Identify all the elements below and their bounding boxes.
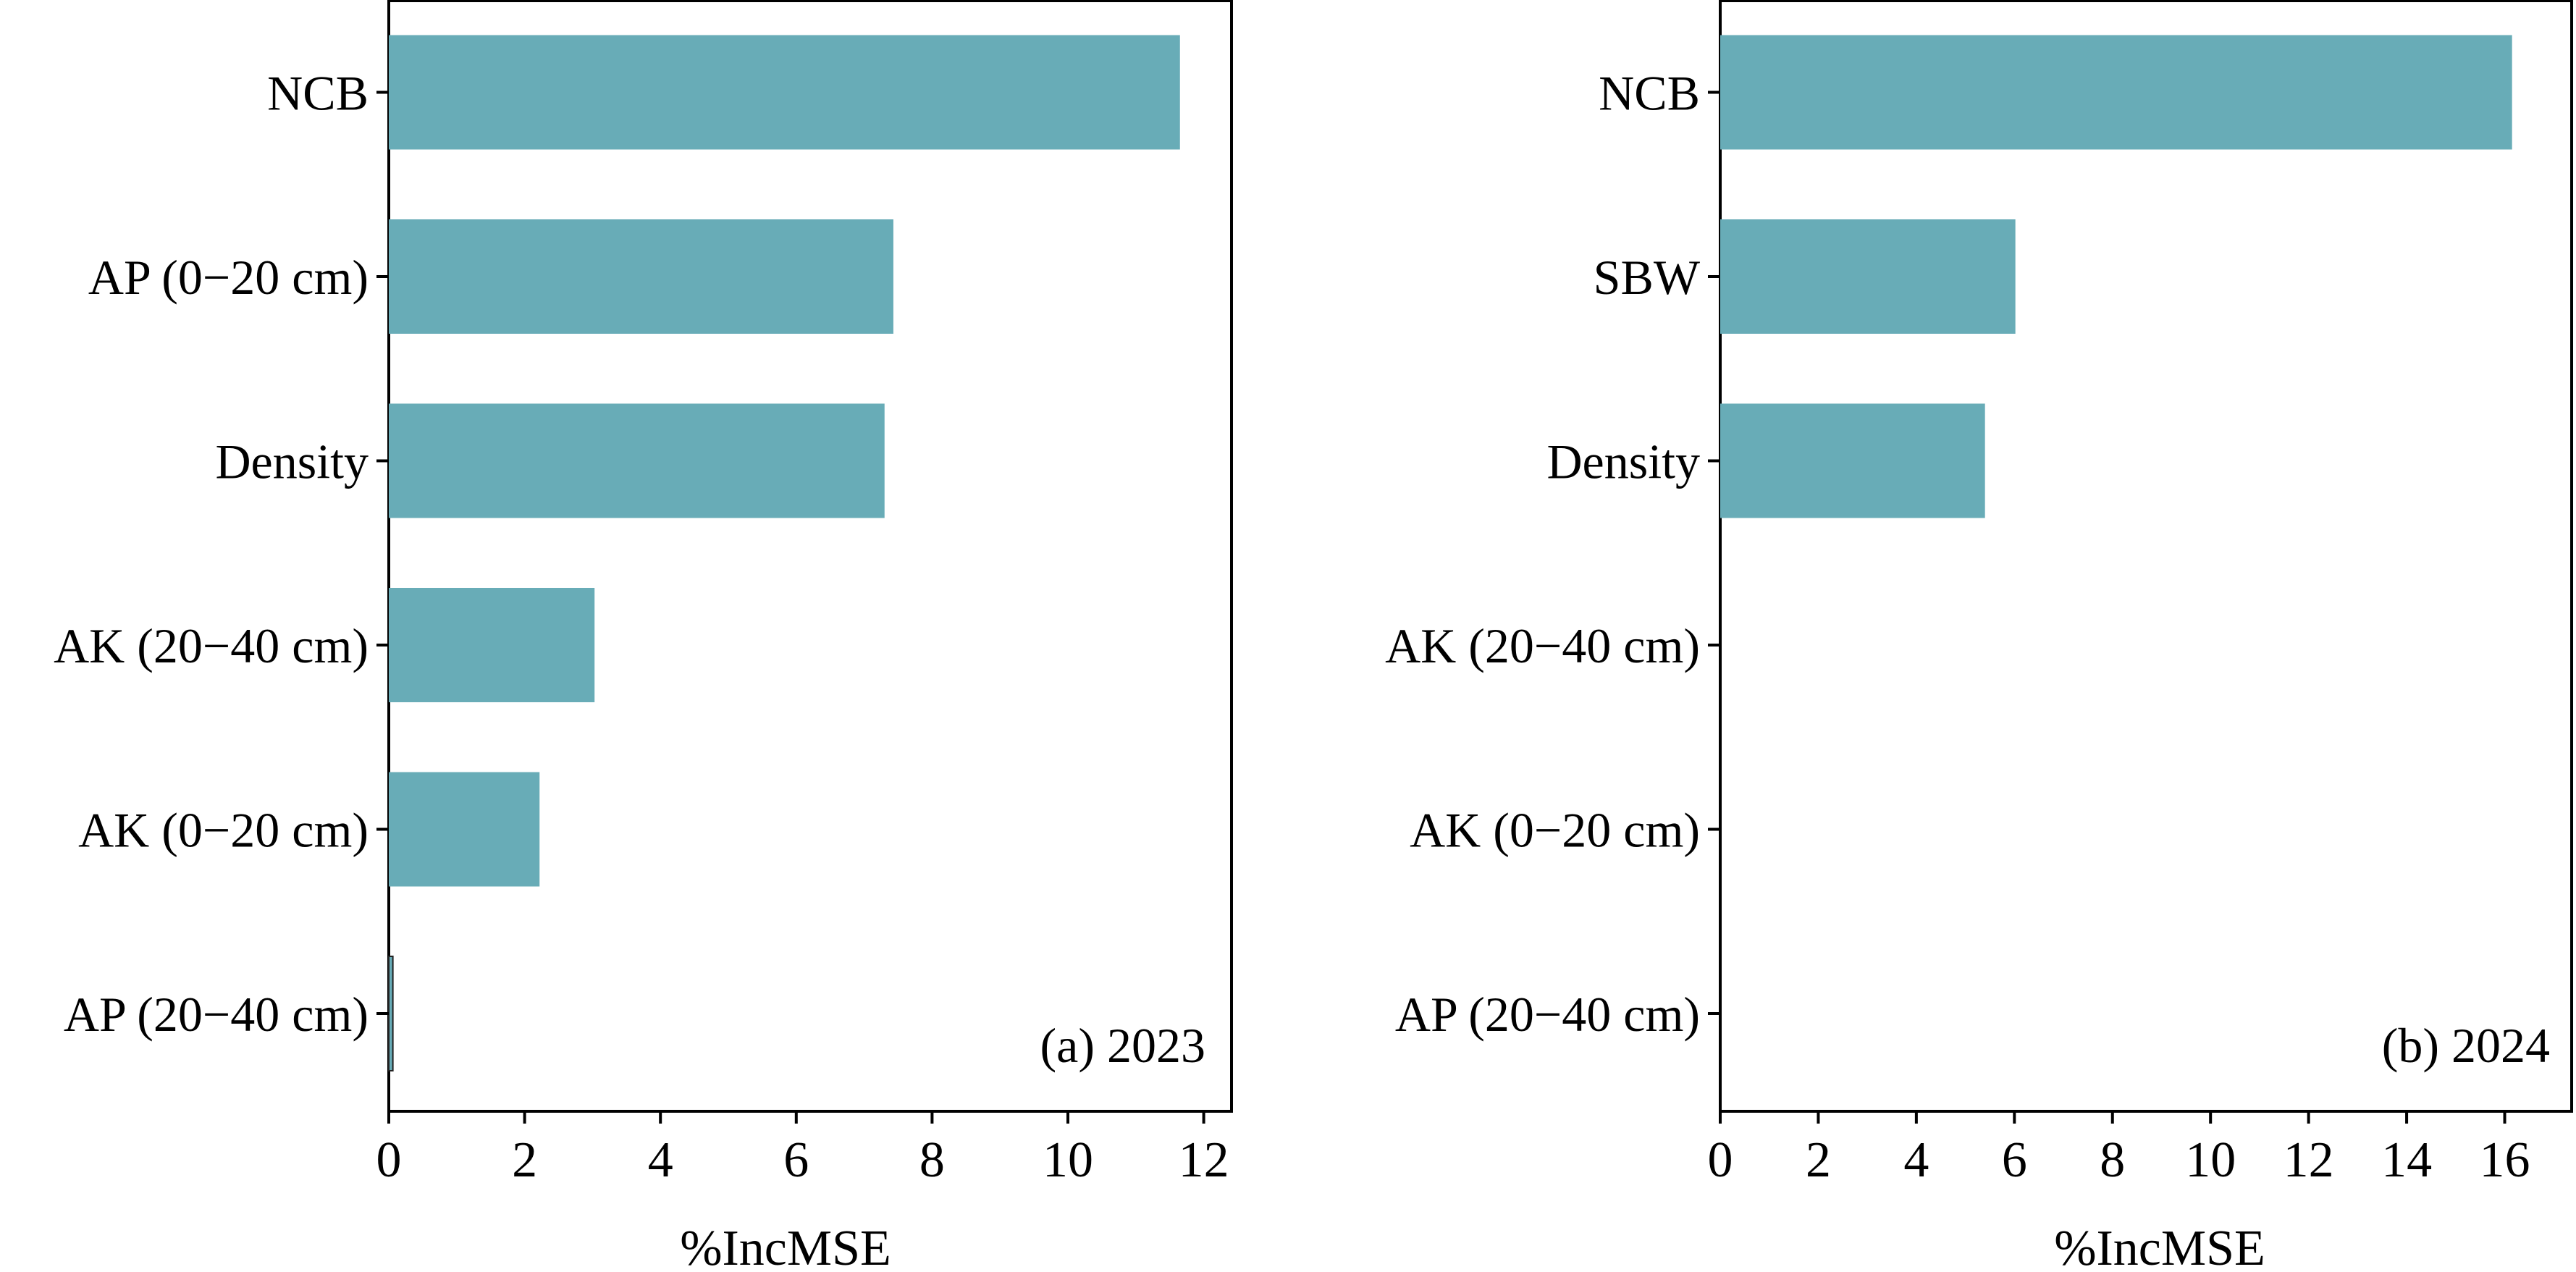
panel-a-bar [389, 219, 893, 334]
panel-b-x-axis-title: %IncMSE [2054, 1221, 2265, 1272]
panel-a-bar [389, 35, 1180, 150]
panel-b-x-tick-label: 10 [2185, 1132, 2236, 1188]
panel-a-x-tick-label: 4 [648, 1132, 673, 1188]
panel-b-bar [1720, 35, 2512, 150]
panel-a-x-axis-title: %IncMSE [680, 1221, 891, 1272]
panel-a-category-label: AP (20−40 cm) [64, 987, 369, 1042]
panel-a-category-label: Density [215, 434, 369, 489]
panel-a-2023: (a) 2023 %IncMSE NCB AP (0−20 cm) Density A… [54, 0, 1233, 1272]
panel-a-bar [388, 956, 394, 1071]
panel-b-bar [1720, 219, 2016, 334]
panel-a-x-tick-label: 2 [512, 1132, 537, 1188]
panel-b-x-tick-label: 16 [2480, 1132, 2530, 1188]
panel-a-label: (a) 2023 [1040, 1018, 1205, 1073]
panel-a-plot-frame [387, 0, 1233, 1113]
panel-b-x-tick-label: 0 [1708, 1132, 1733, 1188]
panel-b-category-label: AP (20−40 cm) [1395, 987, 1700, 1042]
panel-b-category-label: AK (20−40 cm) [1385, 618, 1700, 673]
panel-a-category-label: AK (0−20 cm) [78, 803, 369, 858]
panel-a-x-tick-label: 12 [1179, 1132, 1229, 1188]
panel-b-label: (b) 2024 [2382, 1018, 2550, 1073]
panel-a-x-tick-label: 6 [783, 1132, 809, 1188]
panel-b-x-tick-label: 8 [2100, 1132, 2125, 1188]
panel-a-bar [389, 772, 540, 887]
panel-b-x-tick-label: 4 [1903, 1132, 1929, 1188]
panel-a-category-label: NCB [267, 66, 369, 121]
panel-b-category-label: NCB [1599, 66, 1700, 121]
panel-b-x-tick-label: 12 [2284, 1132, 2334, 1188]
panel-a-bar [389, 403, 885, 518]
panel-a-bar [389, 588, 595, 702]
panel-a-x-tick-label: 10 [1043, 1132, 1093, 1188]
panel-b-category-label: Density [1546, 434, 1700, 489]
panel-b-x-tick-label: 2 [1806, 1132, 1831, 1188]
panel-a-x-tick-label: 0 [376, 1132, 402, 1188]
panel-a-category-label: AP (0−20 cm) [88, 250, 369, 305]
panel-b-plot-frame [1719, 0, 2573, 1113]
panel-b-x-tick-label: 14 [2381, 1132, 2432, 1188]
panel-a-category-label: AK (20−40 cm) [54, 618, 369, 673]
panel-a-x-tick-label: 8 [919, 1132, 945, 1188]
panel-b-bar [1720, 403, 1985, 518]
panel-b-category-label: AK (0−20 cm) [1410, 803, 1700, 858]
panel-b-x-tick-label: 6 [2002, 1132, 2027, 1188]
panel-b-2024: (b) 2024 %IncMSE NCB SBW Density AK (20−40 … [1385, 0, 2573, 1272]
panel-b-category-label: SBW [1594, 250, 1701, 305]
